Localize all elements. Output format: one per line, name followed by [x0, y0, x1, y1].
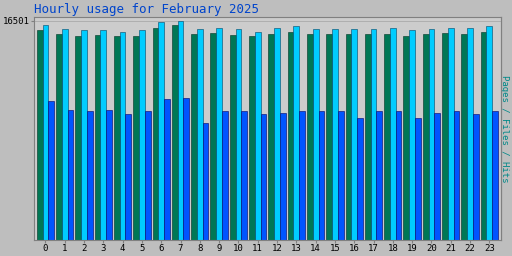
Bar [56, 34, 62, 240]
Bar [473, 114, 479, 240]
Bar [37, 30, 42, 240]
Bar [222, 111, 228, 240]
Bar [492, 111, 498, 240]
Bar [216, 28, 222, 240]
Bar [42, 25, 48, 240]
Bar [158, 22, 164, 240]
Bar [293, 26, 299, 240]
Bar [403, 36, 409, 240]
Bar [178, 21, 183, 240]
Bar [371, 29, 376, 240]
Bar [332, 29, 338, 240]
Bar [87, 111, 93, 240]
Bar [183, 98, 189, 240]
Bar [120, 31, 125, 240]
Bar [133, 36, 139, 240]
Bar [95, 35, 100, 240]
Bar [153, 28, 158, 240]
Bar [274, 28, 280, 240]
Bar [481, 32, 486, 240]
Bar [145, 111, 151, 240]
Bar [197, 29, 203, 240]
Bar [81, 30, 87, 240]
Bar [318, 111, 324, 240]
Bar [139, 30, 145, 240]
Bar [114, 36, 120, 240]
Bar [249, 36, 255, 240]
Text: Hourly usage for February 2025: Hourly usage for February 2025 [34, 3, 259, 16]
Bar [299, 111, 305, 240]
Bar [326, 34, 332, 240]
Bar [255, 31, 261, 240]
Bar [396, 111, 401, 240]
Bar [241, 111, 247, 240]
Bar [346, 34, 351, 240]
Bar [268, 34, 274, 240]
Bar [486, 26, 492, 240]
Bar [357, 118, 363, 240]
Bar [351, 29, 357, 240]
Bar [313, 29, 318, 240]
Bar [409, 30, 415, 240]
Bar [288, 32, 293, 240]
Bar [384, 34, 390, 240]
Bar [62, 29, 68, 240]
Bar [454, 111, 459, 240]
Bar [68, 110, 73, 240]
Bar [164, 99, 170, 240]
Bar [307, 34, 313, 240]
Bar [48, 101, 54, 240]
Bar [75, 36, 81, 240]
Bar [365, 34, 371, 240]
Bar [423, 34, 429, 240]
Bar [203, 123, 208, 240]
Bar [230, 35, 236, 240]
Bar [280, 113, 286, 240]
Bar [448, 28, 454, 240]
Bar [125, 114, 131, 240]
Bar [338, 111, 344, 240]
Bar [390, 28, 396, 240]
Bar [376, 111, 382, 240]
Bar [434, 113, 440, 240]
Bar [236, 29, 241, 240]
Bar [461, 34, 467, 240]
Bar [261, 114, 266, 240]
Bar [442, 33, 448, 240]
Y-axis label: Pages / Files / Hits: Pages / Files / Hits [500, 75, 509, 182]
Bar [106, 110, 112, 240]
Bar [210, 33, 216, 240]
Bar [415, 118, 421, 240]
Bar [429, 29, 434, 240]
Bar [100, 30, 106, 240]
Bar [172, 25, 178, 240]
Bar [191, 34, 197, 240]
Bar [467, 28, 473, 240]
